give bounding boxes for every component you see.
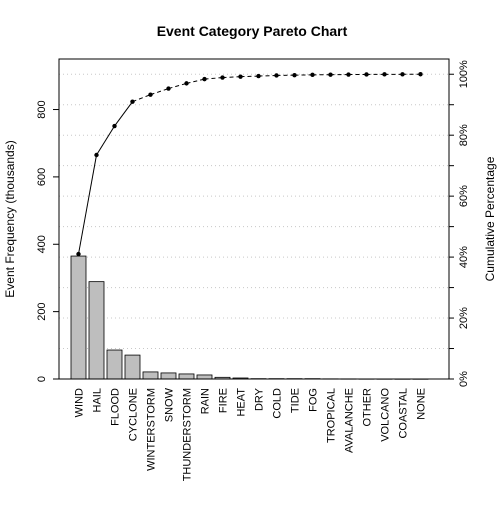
- plot-area-border: [59, 59, 449, 379]
- cumulative-point-wind: [76, 252, 80, 256]
- x-tick-label-volcano: VOLCANO: [380, 388, 392, 442]
- cumulative-point-flood: [112, 124, 116, 128]
- cumulative-point-heat: [238, 74, 242, 78]
- cumulative-line-segment: [97, 126, 115, 155]
- x-tick-label-thunderstorm: THUNDERSTORM: [182, 388, 194, 481]
- x-tick-label-cold: COLD: [272, 388, 284, 419]
- cumulative-line-segment: [151, 89, 169, 95]
- x-tick-label-heat: HEAT: [236, 388, 248, 417]
- bar-snow: [161, 373, 176, 379]
- x-tick-label-other: OTHER: [362, 388, 374, 427]
- bar-hail: [89, 282, 104, 379]
- x-tick-label-flood: FLOOD: [110, 388, 122, 426]
- y-tick-label: 600: [36, 168, 48, 186]
- grid-layer: [59, 74, 449, 348]
- x-tick-label-tropical: TROPICAL: [326, 388, 338, 443]
- cumulative-point-thunderstorm: [184, 81, 188, 85]
- y-tick-label: 200: [36, 302, 48, 320]
- bar-rain: [197, 375, 212, 379]
- cumulative-point-fire: [220, 75, 224, 79]
- cumulative-point-dry: [256, 74, 260, 78]
- x-tick-label-winterstorm: WINTERSTORM: [146, 388, 158, 471]
- bar-thunderstorm: [179, 374, 194, 379]
- bar-flood: [107, 350, 122, 379]
- cumulative-point-rain: [202, 77, 206, 81]
- bar-cyclone: [125, 355, 140, 379]
- chart-title: Event Category Pareto Chart: [157, 23, 348, 39]
- cumulative-point-tropical: [328, 72, 332, 76]
- y-tick-label: 400: [36, 235, 48, 253]
- cumulative-line-segment: [169, 83, 187, 88]
- cumulative-line-segment: [259, 75, 277, 76]
- cumulative-line-segment: [133, 95, 151, 102]
- x-tick-label-dry: DRY: [254, 387, 266, 411]
- y-axis-label: Event Frequency (thousands): [3, 140, 17, 297]
- cumulative-point-avalanche: [346, 72, 350, 76]
- y2-tick-label: 20%: [458, 307, 470, 329]
- cumulative-line-segment: [79, 155, 97, 254]
- y2-tick-label: 0%: [458, 371, 470, 387]
- x-tick-label-tide: TIDE: [290, 388, 302, 413]
- cumulative-point-cold: [274, 73, 278, 77]
- x-tick-label-fire: FIRE: [218, 388, 230, 413]
- cumulative-line-segment: [115, 102, 133, 126]
- cumulative-line-segment: [223, 77, 241, 78]
- cumulative-point-fog: [310, 73, 314, 77]
- x-tick-label-none: NONE: [416, 388, 428, 420]
- cumulative-point-snow: [166, 86, 170, 90]
- bar-wind: [71, 256, 86, 379]
- y2-tick-label: 100%: [458, 60, 470, 88]
- x-tick-label-coastal: COASTAL: [398, 388, 410, 439]
- x-tick-label-fog: FOG: [308, 388, 320, 412]
- cumulative-point-volcano: [382, 72, 386, 76]
- axis-layer: 0 200 400 600 800 0% 20% 40% 60% 80% 100% WIND HAIL F…: [36, 60, 470, 481]
- x-tick-label-snow: SNOW: [164, 387, 176, 422]
- y-tick-label: 0: [36, 376, 48, 382]
- cumulative-line-segment: [205, 78, 223, 80]
- y2-tick-label: 80%: [458, 124, 470, 146]
- y2-tick-label: 60%: [458, 185, 470, 207]
- bar-layer: [71, 256, 428, 379]
- cumulative-point-none: [418, 72, 422, 76]
- y-tick-label: 800: [36, 100, 48, 118]
- y2-axis-label: Cumulative Percentage: [483, 156, 497, 281]
- bar-winterstorm: [143, 372, 158, 379]
- cumulative-point-tide: [292, 73, 296, 77]
- cumulative-point-hail: [94, 153, 98, 157]
- x-tick-label-hail: HAIL: [92, 388, 104, 412]
- x-tick-label-cyclone: CYCLONE: [128, 388, 140, 441]
- cumulative-point-winterstorm: [148, 92, 152, 96]
- cumulative-line-layer: [76, 72, 422, 256]
- cumulative-point-coastal: [400, 72, 404, 76]
- x-tick-label-wind: WIND: [74, 388, 86, 417]
- cumulative-line-segment: [241, 76, 259, 77]
- x-tick-label-avalanche: AVALANCHE: [344, 388, 356, 453]
- cumulative-point-cyclone: [130, 99, 134, 103]
- y2-tick-label: 40%: [458, 246, 470, 268]
- x-tick-label-rain: RAIN: [200, 388, 212, 414]
- cumulative-line-segment: [187, 79, 205, 83]
- cumulative-point-other: [364, 72, 368, 76]
